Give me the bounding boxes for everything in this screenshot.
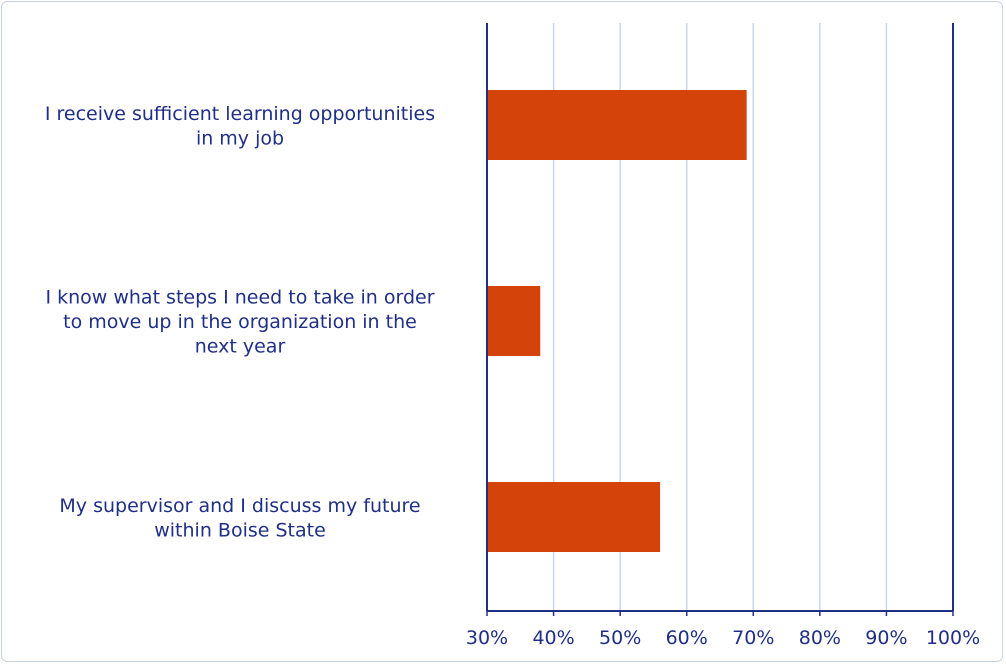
category-label: My supervisor and I discuss my future	[59, 495, 420, 517]
x-tick-label: 90%	[865, 627, 907, 649]
category-label: I receive sufficient learning opportunit…	[45, 103, 435, 125]
x-tick-label: 50%	[599, 627, 641, 649]
category-label: I know what steps I need to take in orde…	[45, 287, 434, 309]
bar	[488, 482, 661, 552]
bar	[488, 286, 541, 356]
category-label: in my job	[196, 127, 284, 149]
x-tick-label: 30%	[466, 627, 508, 649]
x-tick-label: 60%	[666, 627, 708, 649]
x-tick-label: 80%	[799, 627, 841, 649]
category-label: to move up in the organization in the	[63, 311, 417, 333]
category-label: within Boise State	[154, 519, 326, 541]
x-tick-label: 100%	[926, 627, 980, 649]
x-tick-label: 70%	[732, 627, 774, 649]
x-tick-label: 40%	[532, 627, 574, 649]
bar	[488, 90, 747, 160]
category-label: next year	[195, 336, 286, 358]
